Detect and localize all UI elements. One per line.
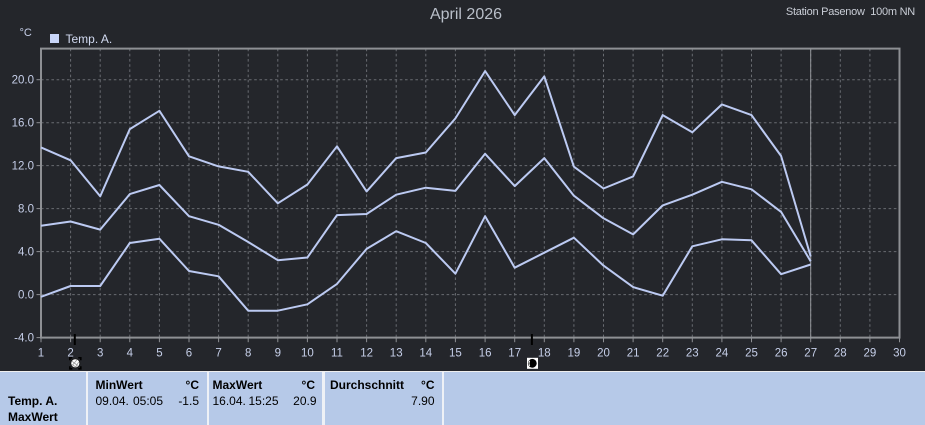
svg-text:8.0: 8.0	[18, 204, 34, 216]
svg-text:4: 4	[127, 348, 134, 360]
svg-text:27: 27	[804, 348, 817, 360]
svg-text:23: 23	[686, 348, 699, 360]
svg-text:20: 20	[597, 348, 610, 360]
svg-text:4.0: 4.0	[18, 247, 34, 259]
svg-text:2: 2	[67, 348, 73, 360]
svg-text:9: 9	[275, 348, 281, 360]
svg-text:14: 14	[419, 348, 432, 360]
svg-text:18: 18	[538, 348, 551, 360]
svg-text:16: 16	[479, 348, 492, 360]
svg-text:8: 8	[245, 348, 251, 360]
svg-text:10: 10	[301, 348, 314, 360]
svg-text:20.0: 20.0	[12, 75, 34, 87]
svg-text:30: 30	[893, 348, 906, 360]
svg-text:15: 15	[449, 348, 462, 360]
svg-text:21: 21	[627, 348, 640, 360]
svg-text:13: 13	[390, 348, 403, 360]
svg-text:22: 22	[656, 348, 669, 360]
svg-text:28: 28	[834, 348, 847, 360]
svg-text:19: 19	[568, 348, 581, 360]
svg-text:16.0: 16.0	[12, 118, 34, 130]
svg-text:7: 7	[215, 348, 221, 360]
svg-text:6: 6	[186, 348, 192, 360]
svg-text:-4.0: -4.0	[14, 333, 34, 345]
svg-text:29: 29	[864, 348, 877, 360]
svg-text:0.0: 0.0	[18, 290, 34, 302]
svg-text:1: 1	[38, 348, 44, 360]
svg-text:5: 5	[156, 348, 162, 360]
svg-text:12: 12	[360, 348, 373, 360]
svg-text:11: 11	[331, 348, 343, 360]
svg-text:24: 24	[716, 348, 729, 360]
svg-text:12.0: 12.0	[12, 161, 34, 173]
svg-text:26: 26	[775, 348, 788, 360]
svg-text:3: 3	[97, 348, 103, 360]
svg-text:17: 17	[508, 348, 521, 360]
svg-text:25: 25	[745, 348, 758, 360]
